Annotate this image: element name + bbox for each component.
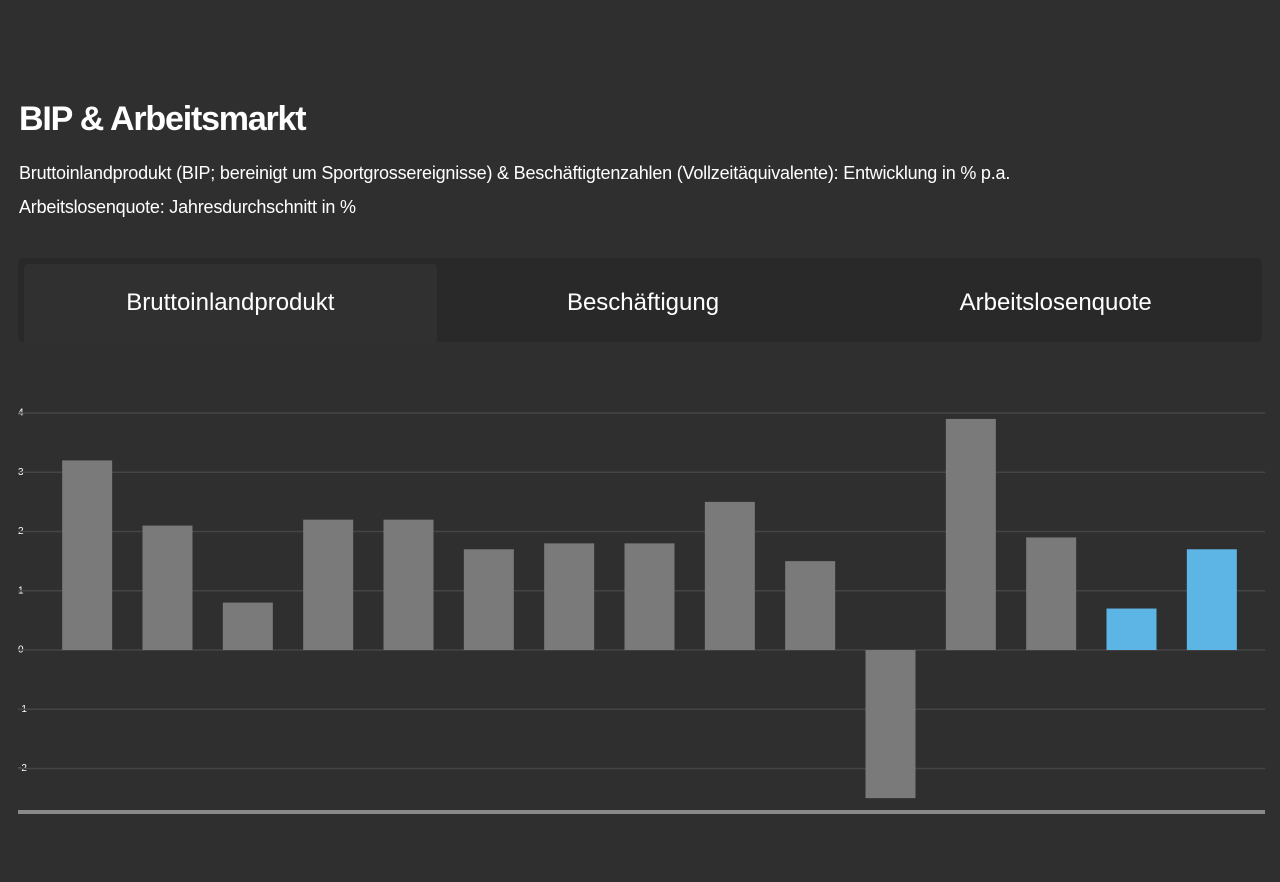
bar — [1186, 549, 1237, 651]
bar — [544, 543, 595, 651]
subtitle: Bruttoinlandprodukt (BIP; bereinigt um S… — [19, 163, 1011, 183]
page-title: BIP & Arbeitsmarkt — [19, 100, 307, 138]
tab[interactable]: Bruttoinlandprodukt — [24, 264, 437, 342]
tab-bar: Bruttoinlandprodukt Beschäftigung Arbeitsl… — [18, 258, 1262, 342]
chart: -2-101234 — [18, 408, 1265, 814]
subtitle: Arbeitslosenquote: Jahresdurchschnitt in… — [19, 197, 356, 217]
bar — [945, 418, 996, 651]
bar — [383, 519, 434, 651]
bar — [303, 519, 354, 651]
bar — [62, 460, 113, 651]
tab[interactable]: Arbeitslosenquote — [959, 289, 1152, 316]
bar — [865, 650, 916, 799]
bar — [222, 602, 273, 651]
bar — [1106, 608, 1157, 651]
tab[interactable]: Beschäftigung — [566, 289, 720, 316]
bar — [463, 549, 514, 651]
bar — [1026, 537, 1077, 651]
bar — [785, 561, 836, 651]
bar — [142, 525, 193, 651]
bar — [704, 501, 755, 651]
bar — [624, 543, 675, 651]
